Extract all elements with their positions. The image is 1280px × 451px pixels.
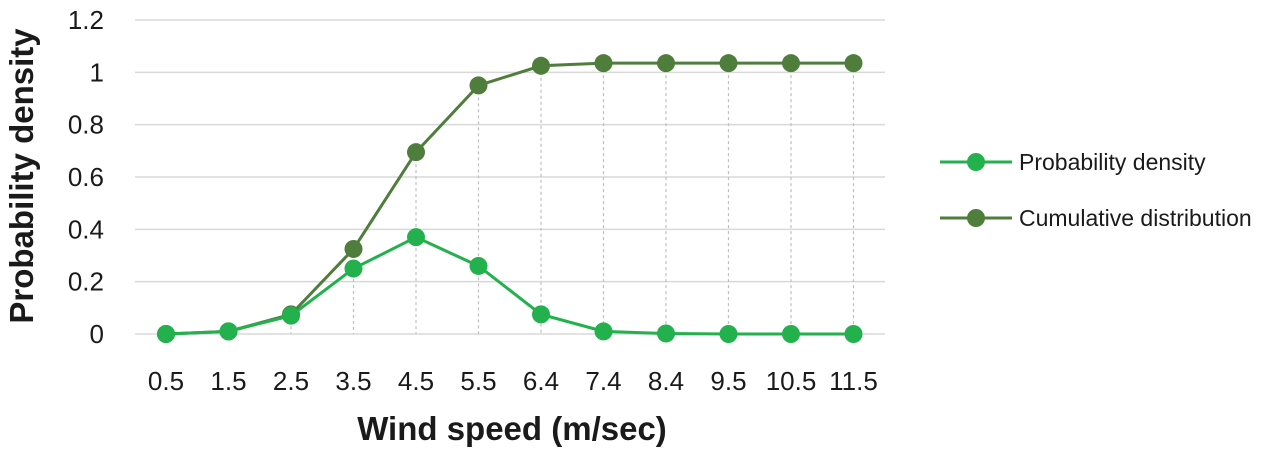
- legend-swatch-marker: [967, 153, 985, 171]
- data-point: [344, 239, 363, 258]
- y-axis-ticks: 0 0.2 0.4 0.6 0.8 1 1.2: [68, 5, 104, 349]
- data-point: [719, 54, 738, 73]
- y-tick-label: 1: [90, 57, 104, 87]
- data-point: [782, 54, 800, 73]
- series-line: [165, 235, 854, 336]
- data-point: [219, 322, 238, 341]
- x-tick-label: 11.5: [829, 366, 878, 396]
- drop-lines: [290, 63, 855, 334]
- data-point: [657, 54, 675, 73]
- data-point: [407, 143, 425, 162]
- series-group: [157, 54, 863, 343]
- y-tick-label: 0.8: [68, 110, 104, 140]
- x-axis-title: Wind speed (m/sec): [357, 410, 667, 447]
- legend-label: Cumulative distribution: [1019, 205, 1252, 231]
- legend-swatch-marker: [967, 209, 985, 227]
- y-tick-label: 0.4: [68, 214, 104, 244]
- y-tick-label: 0: [90, 319, 104, 349]
- data-point: [594, 322, 613, 341]
- y-axis-title: Probability density: [3, 28, 40, 324]
- x-tick-label: 8.4: [648, 366, 684, 396]
- data-point: [844, 54, 863, 73]
- data-point: [657, 324, 675, 343]
- data-point: [719, 325, 738, 343]
- x-tick-label: 0.5: [148, 366, 184, 396]
- data-point: [282, 306, 300, 325]
- x-tick-label: 5.5: [460, 366, 496, 396]
- data-point: [344, 259, 363, 278]
- x-tick-label: 1.5: [210, 366, 246, 396]
- data-point: [469, 256, 488, 275]
- grid: [135, 19, 885, 335]
- data-point: [844, 325, 863, 343]
- y-tick-label: 0.2: [68, 267, 104, 297]
- y-tick-label: 1.2: [68, 5, 104, 35]
- legend-label: Probability density: [1019, 149, 1206, 175]
- series-1: [157, 54, 863, 343]
- data-point: [594, 54, 613, 73]
- x-tick-label: 2.5: [273, 366, 309, 396]
- x-tick-label: 9.5: [710, 366, 746, 396]
- series-0: [157, 228, 863, 343]
- data-point: [407, 228, 425, 247]
- x-tick-label: 10.5: [766, 366, 817, 396]
- data-point: [469, 76, 488, 95]
- x-axis-ticks: 0.5 1.5 2.5 3.5 4.5 5.5 6.4 7.4 8.4 9.5 10.5 11.5: [148, 366, 878, 396]
- data-point: [532, 305, 550, 324]
- x-tick-label: 6.4: [523, 366, 559, 396]
- x-tick-label: 4.5: [398, 366, 434, 396]
- y-tick-label: 0.6: [68, 162, 104, 192]
- data-point: [157, 325, 175, 343]
- legend: Probability density Cumulative distributi…: [940, 149, 1252, 231]
- data-point: [782, 325, 800, 343]
- series-line: [165, 61, 854, 336]
- x-tick-label: 7.4: [585, 366, 621, 396]
- x-tick-label: 3.5: [335, 366, 371, 396]
- data-point: [532, 56, 550, 75]
